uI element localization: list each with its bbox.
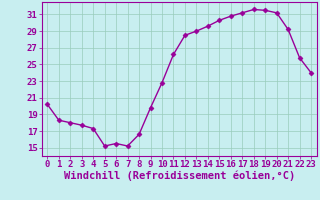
X-axis label: Windchill (Refroidissement éolien,°C): Windchill (Refroidissement éolien,°C) bbox=[64, 171, 295, 181]
